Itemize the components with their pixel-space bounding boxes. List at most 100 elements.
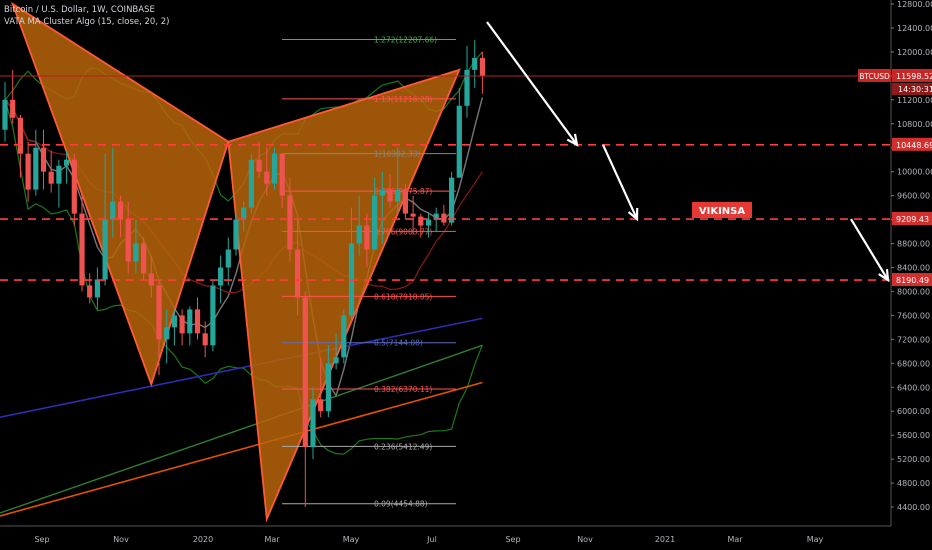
candle-body-0 (2, 99, 8, 130)
fib-label-5: 0.618(7918.05) (374, 292, 432, 301)
countdown-box (892, 82, 932, 95)
y-tick-label-1: 12400.00 (897, 24, 932, 33)
candle-body-4 (33, 147, 39, 190)
y-tick-label-0: 12800.00 (897, 0, 932, 9)
candle-12 (94, 267, 100, 310)
candle-10 (79, 195, 85, 292)
x-tick-label-5: Jul (426, 535, 437, 544)
x-tick-label-6: Sep (505, 535, 520, 544)
candle-48 (372, 177, 378, 250)
projection-arrows (486, 21, 890, 283)
candle-body-39 (302, 297, 308, 448)
candle-body-32 (248, 159, 254, 208)
x-tick-label-10: May (807, 535, 824, 544)
x-tick-label-7: Nov (577, 535, 593, 544)
candle-39 (302, 291, 308, 508)
candle-body-22 (171, 315, 177, 328)
candle-4 (33, 129, 39, 196)
candle-body-25 (194, 309, 201, 334)
candle-32 (248, 153, 254, 214)
arrow-head-1 (627, 207, 639, 222)
x-tick-label-3: Mar (264, 535, 280, 544)
pattern-triangle-xab (10, 1, 230, 388)
candle-51 (395, 147, 401, 214)
level-tag-label-2: 8190.49 (896, 276, 929, 285)
y-tick-label-7: 10000.00 (897, 168, 932, 177)
candle-33 (256, 141, 262, 178)
fib-label-6: 0.5(7144.08) (374, 339, 423, 348)
candle-body-56 (433, 213, 439, 220)
y-tick-label-12: 8000.00 (897, 287, 930, 296)
candle-body-17 (133, 243, 139, 262)
candle-26 (202, 321, 208, 358)
candle-body-23 (179, 315, 185, 334)
candle-body-61 (472, 57, 478, 70)
candle-7 (56, 159, 62, 208)
y-tick-label-17: 6000.00 (897, 407, 930, 416)
candle-24 (187, 306, 193, 346)
candle-54 (418, 213, 424, 238)
candle-body-60 (464, 69, 470, 106)
candlestick-series (2, 39, 485, 508)
candle-body-46 (356, 225, 362, 244)
candle-8 (64, 150, 70, 184)
y-tick-label-8: 9600.00 (897, 192, 930, 201)
candle-14 (110, 147, 116, 238)
candle-57 (441, 204, 447, 226)
current-price-box (892, 68, 932, 82)
price-tags: BTCUSD 11598.52 14:30:31 10448.69 9209.43 819… (858, 68, 932, 287)
level-tag-box-1 (892, 212, 932, 226)
candle-body-9 (71, 159, 77, 214)
vikinsa-annotation: VIKINSA (692, 202, 752, 218)
candle-35 (271, 147, 278, 190)
candle-59 (456, 87, 462, 178)
candle-body-12 (94, 279, 100, 298)
candle-body-42 (325, 363, 331, 412)
candle-body-11 (87, 285, 93, 298)
fib-label-1: 1.13(11216.28) (374, 95, 432, 104)
y-tick-label-19: 5200.00 (897, 455, 930, 464)
arrow-shaft-1 (601, 144, 639, 220)
candle-body-58 (449, 177, 455, 223)
level-tag-box-2 (892, 273, 932, 287)
candle-body-18 (141, 243, 147, 274)
candle-19 (148, 255, 154, 298)
candle-body-34 (264, 171, 270, 184)
y-tick-label-2: 12000.00 (897, 48, 932, 57)
candle-16 (125, 201, 131, 274)
candle-body-48 (372, 195, 378, 250)
harmonic-pattern (10, 1, 461, 523)
candle-body-36 (279, 153, 285, 196)
pattern-triangle-bcd (227, 68, 461, 523)
candle-body-55 (425, 219, 432, 226)
fib-label-0: 1.272(12207.66) (374, 35, 437, 44)
vikinsa-label: VIKINSA (699, 206, 746, 217)
ma-long-blue-line (0, 317, 483, 418)
candle-31 (241, 201, 247, 232)
support-levels (0, 75, 890, 281)
y-tick-label-20: 4800.00 (897, 479, 930, 488)
candle-61 (472, 39, 478, 88)
candle-body-62 (479, 57, 485, 76)
ma-long-orange-line (0, 381, 483, 517)
candle-58 (449, 171, 455, 226)
x-tick-label-1: Nov (113, 535, 129, 544)
candle-11 (87, 273, 93, 304)
x-tick-label-0: Sep (34, 535, 49, 544)
ma-long-green-line (0, 344, 483, 514)
time-axis[interactable]: Sep Nov 2020 Mar May Jul Sep Nov 2021 Mar May (0, 525, 891, 544)
candle-55 (425, 213, 432, 238)
candle-30 (233, 213, 239, 256)
arrow-head-2 (878, 268, 890, 283)
y-tick-label-18: 5600.00 (897, 431, 930, 440)
candle-62 (479, 51, 485, 94)
candle-body-28 (218, 267, 224, 286)
countdown-value: 14:30:31 (898, 85, 932, 94)
candle-18 (141, 237, 147, 280)
candle-body-50 (387, 189, 393, 202)
candle-21 (164, 309, 170, 364)
candle-6 (48, 150, 54, 193)
candle-body-10 (79, 213, 85, 286)
candle-body-35 (271, 153, 278, 184)
